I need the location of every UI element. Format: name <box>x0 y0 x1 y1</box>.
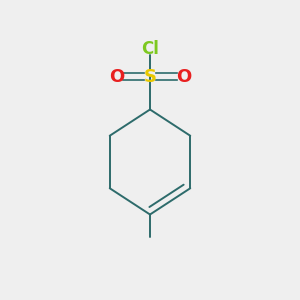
Text: Cl: Cl <box>141 40 159 58</box>
Text: O: O <box>109 68 124 85</box>
Text: O: O <box>176 68 191 85</box>
Text: S: S <box>143 68 157 85</box>
